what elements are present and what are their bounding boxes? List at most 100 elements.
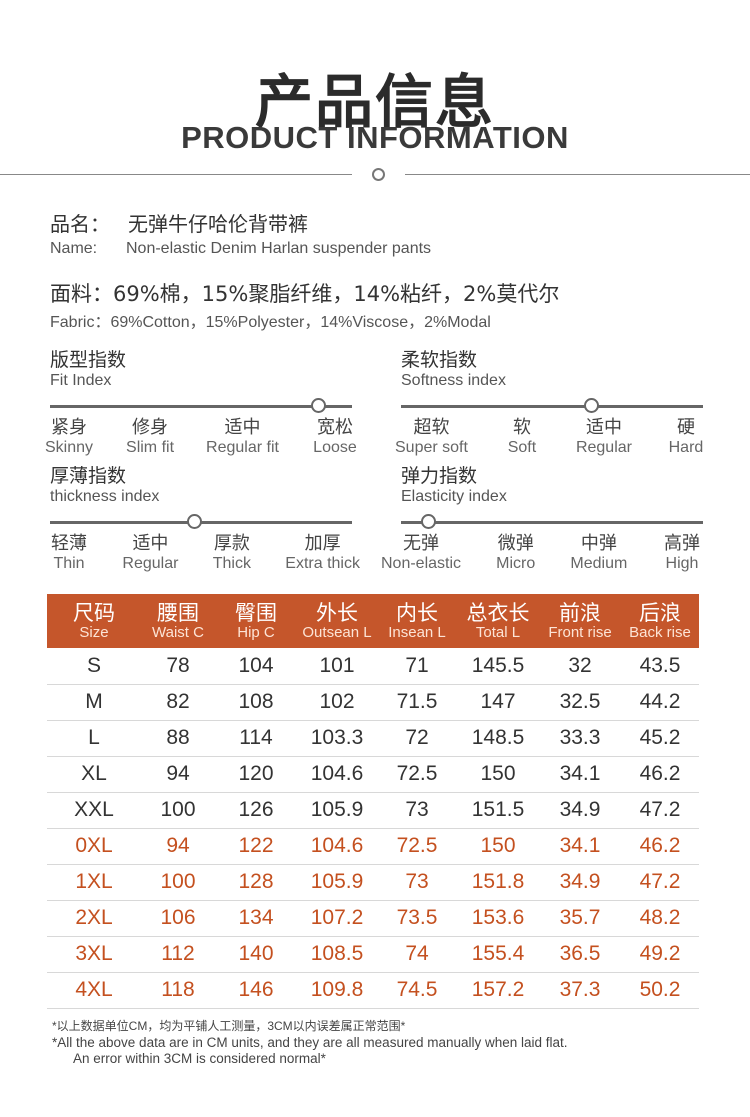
level-en: High: [665, 555, 699, 572]
table-cell: 157.2: [457, 972, 539, 1009]
level-cn: 修身: [132, 417, 169, 438]
table-cell: 49.2: [621, 936, 699, 973]
table-body: S 78 104 101 71 145.5 32 43.5 M 82 108 102 71.5 147 32…: [47, 648, 699, 1009]
table-cell: 50.2: [621, 972, 699, 1009]
table-cell: 34.1: [539, 756, 621, 793]
fit-index-track: [50, 405, 352, 408]
size-table: 尺码 Size 腰围 Waist C 臀围 Hip C 外长 Outsean L 内长 Insea…: [47, 594, 699, 1009]
table-header-cell: 臀围 Hip C: [215, 594, 297, 648]
note-cn: *以上数据单位CM，均为平铺人工测量，3CM以内误差属正常范围*: [52, 1019, 406, 1033]
table-cell: 78: [141, 648, 215, 685]
table-cell: 114: [215, 720, 297, 757]
header-cn: 尺码: [73, 600, 115, 625]
table-cell: XL: [47, 756, 141, 793]
level-en: Micro: [496, 555, 536, 572]
page-title-en: PRODUCT INFORMATION: [181, 120, 569, 155]
table-row: XL 94 120 104.6 72.5 150 34.1 46.2: [47, 756, 699, 793]
table-cell: 0XL: [47, 828, 141, 865]
table-cell: 134: [215, 900, 297, 937]
table-cell: 104.6: [297, 828, 377, 865]
softness-index-title-en: Softness index: [401, 372, 506, 389]
header-en: Back rise: [629, 623, 691, 641]
level-cn: 适中: [224, 417, 261, 438]
table-row: L 88 114 103.3 72 148.5 33.3 45.2: [47, 720, 699, 757]
level-en: Loose: [313, 439, 357, 456]
table-cell: 155.4: [457, 936, 539, 973]
table-cell: 109.8: [297, 972, 377, 1009]
table-cell: 47.2: [621, 864, 699, 901]
table-cell: 33.3: [539, 720, 621, 757]
table-cell: 101: [297, 648, 377, 685]
table-row: 0XL 94 122 104.6 72.5 150 34.1 46.2: [47, 828, 699, 865]
table-cell: 105.9: [297, 864, 377, 901]
header-cn: 腰围: [157, 600, 199, 625]
level-en: Super soft: [395, 439, 468, 456]
table-cell: 37.3: [539, 972, 621, 1009]
level-cn: 适中: [585, 417, 622, 438]
table-cell: 71.5: [377, 684, 457, 721]
table-cell: 150: [457, 828, 539, 865]
table-cell: 88: [141, 720, 215, 757]
level-cn: 宽松: [316, 417, 353, 438]
table-header-cell: 尺码 Size: [47, 594, 141, 648]
level-cn: 厚款: [213, 533, 250, 554]
level: 宽松 Loose: [310, 413, 360, 457]
header-cn: 内长: [396, 600, 438, 625]
table-row: 1XL 100 128 105.9 73 151.8 34.9 47.2: [47, 864, 699, 901]
table-cell: 102: [297, 684, 377, 721]
level-cn: 加厚: [304, 533, 341, 554]
table-cell: 3XL: [47, 936, 141, 973]
level-cn: 高弹: [664, 533, 700, 554]
table-cell: 2XL: [47, 900, 141, 937]
level: 加厚 Extra thick: [285, 529, 360, 573]
fit-index-title-en: Fit Index: [50, 372, 112, 389]
elasticity-index-knob: [420, 514, 436, 529]
table-cell: 122: [215, 828, 297, 865]
table-cell: 46.2: [621, 756, 699, 793]
table-row: 2XL 106 134 107.2 73.5 153.6 35.7 48.2: [47, 900, 699, 937]
table-row: 4XL 118 146 109.8 74.5 157.2 37.3 50.2: [47, 972, 699, 1009]
table-cell: 73: [377, 792, 457, 829]
table-header-cell: 后浪 Back rise: [621, 594, 699, 648]
thickness-index-levels: 轻薄 Thin 适中 Regular 厚款 Thick 加厚 Extra thick: [44, 529, 360, 573]
table-header-cell: 外长 Outsean L: [297, 594, 377, 648]
level-cn: 紧身: [51, 417, 87, 438]
table-cell: 100: [141, 792, 215, 829]
level-cn: 硬: [676, 417, 695, 438]
table-cell: 32: [539, 648, 621, 685]
table-cell: 72: [377, 720, 457, 757]
level-en: Medium: [570, 555, 628, 572]
name-value-cn: 无弹牛仔哈伦背带裤: [128, 212, 308, 236]
table-cell: 73.5: [377, 900, 457, 937]
table-cell: 146: [215, 972, 297, 1009]
softness-index: 柔软指数 Softness index 超软 Super soft 软 Soft 适…: [395, 345, 706, 456]
table-cell: 104.6: [297, 756, 377, 793]
table-cell: 103.3: [297, 720, 377, 757]
level-en: Soft: [507, 439, 537, 456]
header-en: Size: [79, 623, 109, 641]
softness-index-knob: [583, 398, 599, 413]
table-cell: 105.9: [297, 792, 377, 829]
header-en: Front rise: [548, 623, 612, 641]
thickness-index-title-cn: 厚薄指数: [50, 465, 127, 487]
table-cell: 108.5: [297, 936, 377, 973]
note-en-line1: *All the above data are in CM units, and…: [52, 1035, 568, 1050]
level: 轻薄 Thin: [44, 529, 94, 573]
level-en: Extra thick: [285, 555, 360, 572]
table-cell: 107.2: [297, 900, 377, 937]
table-cell: 104: [215, 648, 297, 685]
elasticity-index-levels: 无弹 Non-elastic 微弹 Micro 中弹 Medium 高弹 High: [381, 529, 707, 573]
table-cell: 118: [141, 972, 215, 1009]
table-cell: 32.5: [539, 684, 621, 721]
header-en: Insean L: [388, 623, 446, 641]
table-cell: 112: [141, 936, 215, 973]
divider-right: [405, 174, 750, 175]
header-cn: 后浪: [639, 600, 681, 625]
table-cell: 4XL: [47, 972, 141, 1009]
level-cn: 无弹: [403, 533, 440, 554]
table-cell: 74: [377, 936, 457, 973]
divider-dot: [372, 168, 385, 181]
thickness-index-knob: [187, 514, 203, 529]
level: 无弹 Non-elastic: [381, 529, 461, 573]
header-cn: 外长: [316, 600, 358, 625]
